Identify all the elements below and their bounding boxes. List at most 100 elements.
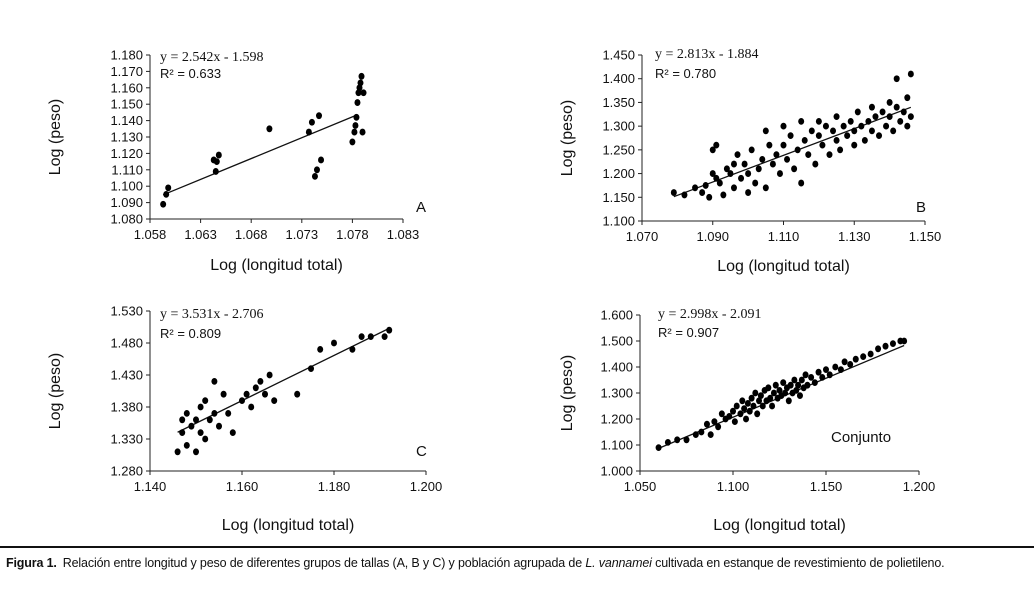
data-point [808,127,815,135]
data-point [776,387,783,394]
data-point [766,141,773,149]
data-point [780,141,787,149]
data-point [213,158,220,166]
y-tick-label: 1.250 [602,142,635,157]
y-tick-label: 1.080 [110,212,143,227]
data-point [791,165,798,173]
data-point [730,160,737,168]
data-point [197,429,204,436]
data-point [664,439,671,446]
data-point [317,346,324,353]
data-point [358,333,365,340]
data-point [872,113,879,121]
data-point [202,435,209,443]
data-point [179,416,186,424]
data-point [745,189,752,196]
data-point [802,371,809,379]
data-point [804,381,811,389]
data-point [854,108,861,116]
data-point [294,390,301,398]
data-point [765,384,772,392]
data-point [386,326,393,334]
data-point [787,381,794,389]
data-point [681,191,688,199]
data-point [770,389,777,397]
data-point [711,418,718,425]
data-point [313,166,320,174]
data-point [851,127,858,135]
caption-species: L. vannamei [585,556,652,570]
regression-equation: y = 2.813x - 1.884 [655,47,759,62]
data-point [741,160,748,168]
y-tick-label: 1.400 [602,71,635,86]
data-point [188,422,195,430]
data-point [737,410,744,418]
y-tick-label: 1.170 [110,64,143,79]
data-point [785,397,792,405]
data-point [257,378,264,385]
data-point [305,128,312,136]
data-point [841,358,848,366]
data-point [183,410,190,417]
data-point [706,193,713,201]
data-point [746,407,753,415]
data-point [357,79,364,87]
y-tick-label: 1.130 [110,130,143,145]
x-tick-label: 1.090 [696,229,729,244]
data-point [773,151,780,158]
data-point [752,389,759,397]
data-point [876,132,883,140]
data-point [847,361,854,368]
chart-panel-2: 1.100 1.150 1.200 1.250 1.300 1.350 1.400 1.450… [559,47,941,275]
y-tick-label: 1.160 [110,80,143,95]
regression-equation: y = 3.531x - 2.706 [160,307,264,322]
data-point [174,448,181,456]
data-point [767,394,774,402]
data-point [852,355,859,363]
y-tick-label: 1.530 [110,304,143,319]
x-axis-label: Log (longitud total) [717,258,850,275]
y-tick-label: 1.350 [602,95,635,110]
data-point [860,353,867,360]
data-point [796,392,803,399]
data-point [193,448,199,456]
data-point [861,136,868,144]
data-point [748,146,755,154]
regression-equation: y = 2.998x - 2.091 [658,307,762,322]
data-point [239,397,245,404]
data-point [844,132,851,140]
chart-panel-4: 1.000 1.100 1.200 1.300 1.400 1.500 1.600 1.050… [559,307,935,534]
data-point [738,174,745,182]
data-point [893,75,900,83]
data-point [179,429,186,436]
data-point [358,72,365,80]
data-point [271,397,278,404]
data-point [787,132,794,140]
x-tick-label: 1.110 [768,229,800,244]
data-point [883,122,890,130]
data-point [882,342,889,350]
data-point [798,376,805,384]
data-point [349,138,356,146]
data-point [243,390,250,398]
data-point [739,397,746,405]
regression-equation: y = 2.542x - 1.598 [160,50,264,65]
data-point [713,174,720,182]
x-tick-label: 1.100 [717,479,750,494]
data-point [837,366,844,373]
data-point [160,200,167,208]
x-tick-label: 1.150 [810,479,843,494]
caption-rule [0,546,1034,548]
data-point [698,428,705,436]
data-point [805,151,812,158]
data-point [833,136,840,144]
data-point [702,182,709,189]
data-point [381,333,388,340]
data-point [858,122,865,130]
data-point [716,179,723,187]
data-point [216,422,222,430]
data-point [733,402,740,410]
data-point [759,155,766,163]
